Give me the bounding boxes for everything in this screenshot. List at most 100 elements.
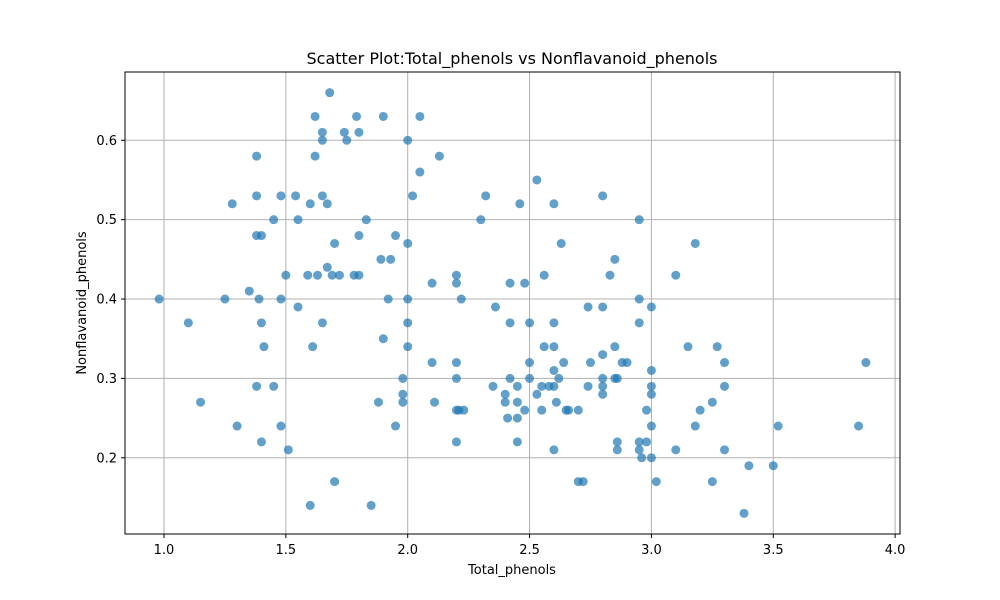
data-point — [313, 270, 323, 280]
data-point — [488, 381, 498, 391]
data-point — [451, 373, 461, 383]
data-point — [403, 135, 413, 145]
data-point — [391, 421, 401, 431]
data-point — [403, 294, 413, 304]
data-point — [476, 215, 486, 225]
y-tick-label: 0.2 — [96, 451, 117, 466]
y-tick-label: 0.6 — [96, 134, 117, 149]
data-point — [398, 373, 408, 383]
y-tick-label: 0.5 — [96, 213, 117, 228]
data-point — [354, 270, 364, 280]
data-point — [671, 270, 681, 280]
data-point — [408, 191, 418, 201]
data-point — [398, 389, 408, 399]
grid — [125, 72, 900, 534]
data-point — [317, 318, 327, 328]
data-point — [500, 389, 510, 399]
data-point — [520, 405, 530, 415]
data-point — [334, 270, 344, 280]
data-point — [549, 445, 559, 455]
data-point — [712, 342, 722, 352]
data-point — [634, 318, 644, 328]
data-point — [559, 358, 569, 368]
data-point — [427, 278, 437, 288]
data-point — [515, 199, 525, 209]
data-point — [861, 358, 871, 368]
data-point — [322, 262, 332, 272]
data-point — [634, 215, 644, 225]
data-point — [646, 421, 656, 431]
data-point — [634, 294, 644, 304]
data-point — [651, 477, 661, 487]
data-point — [490, 302, 500, 312]
data-point — [327, 270, 337, 280]
data-point — [598, 381, 608, 391]
data-point — [252, 191, 262, 201]
x-tick-label: 2.0 — [397, 543, 418, 558]
data-point — [512, 413, 522, 423]
data-point — [305, 500, 315, 510]
data-point — [305, 199, 315, 209]
data-point — [556, 238, 566, 248]
data-point — [512, 437, 522, 447]
data-point — [564, 405, 574, 415]
data-point — [403, 342, 413, 352]
data-point — [339, 127, 349, 137]
data-point — [642, 405, 652, 415]
data-point — [671, 445, 681, 455]
data-point — [612, 373, 622, 383]
data-point — [434, 151, 444, 161]
data-point — [642, 437, 652, 447]
data-point — [256, 318, 266, 328]
data-point — [503, 413, 513, 423]
data-point — [154, 294, 164, 304]
data-point — [259, 342, 269, 352]
data-point — [376, 254, 386, 264]
data-point — [549, 381, 559, 391]
data-point — [598, 389, 608, 399]
data-point — [269, 381, 279, 391]
data-point — [578, 477, 588, 487]
data-point — [525, 358, 535, 368]
data-point — [415, 167, 425, 177]
y-tick-label: 0.4 — [96, 293, 117, 308]
data-point — [744, 461, 754, 471]
data-point — [646, 453, 656, 463]
data-point — [854, 421, 864, 431]
data-point — [634, 437, 644, 447]
x-tick-label: 2.5 — [519, 543, 540, 558]
data-point — [403, 238, 413, 248]
data-point — [549, 365, 559, 375]
data-point — [398, 397, 408, 407]
data-point — [481, 191, 491, 201]
data-point — [512, 381, 522, 391]
data-point — [532, 389, 542, 399]
data-point — [342, 135, 352, 145]
data-point — [303, 270, 313, 280]
data-point — [227, 199, 237, 209]
data-point — [690, 238, 700, 248]
data-point — [430, 397, 440, 407]
data-point — [276, 294, 286, 304]
x-axis-label: Total_phenols — [467, 563, 556, 578]
data-point — [291, 191, 301, 201]
data-point — [378, 111, 388, 121]
data-point — [537, 405, 547, 415]
data-point — [451, 278, 461, 288]
data-point — [537, 381, 547, 391]
data-point — [646, 302, 656, 312]
data-point — [598, 350, 608, 360]
x-tick-label: 3.5 — [763, 543, 784, 558]
data-point — [554, 373, 564, 383]
data-point — [354, 231, 364, 241]
data-point — [281, 270, 291, 280]
data-point — [373, 397, 383, 407]
data-point — [646, 389, 656, 399]
data-point — [622, 358, 632, 368]
data-point — [520, 278, 530, 288]
data-point — [583, 381, 593, 391]
data-point — [612, 445, 622, 455]
x-tick-label: 1.5 — [276, 543, 297, 558]
data-point — [707, 397, 717, 407]
